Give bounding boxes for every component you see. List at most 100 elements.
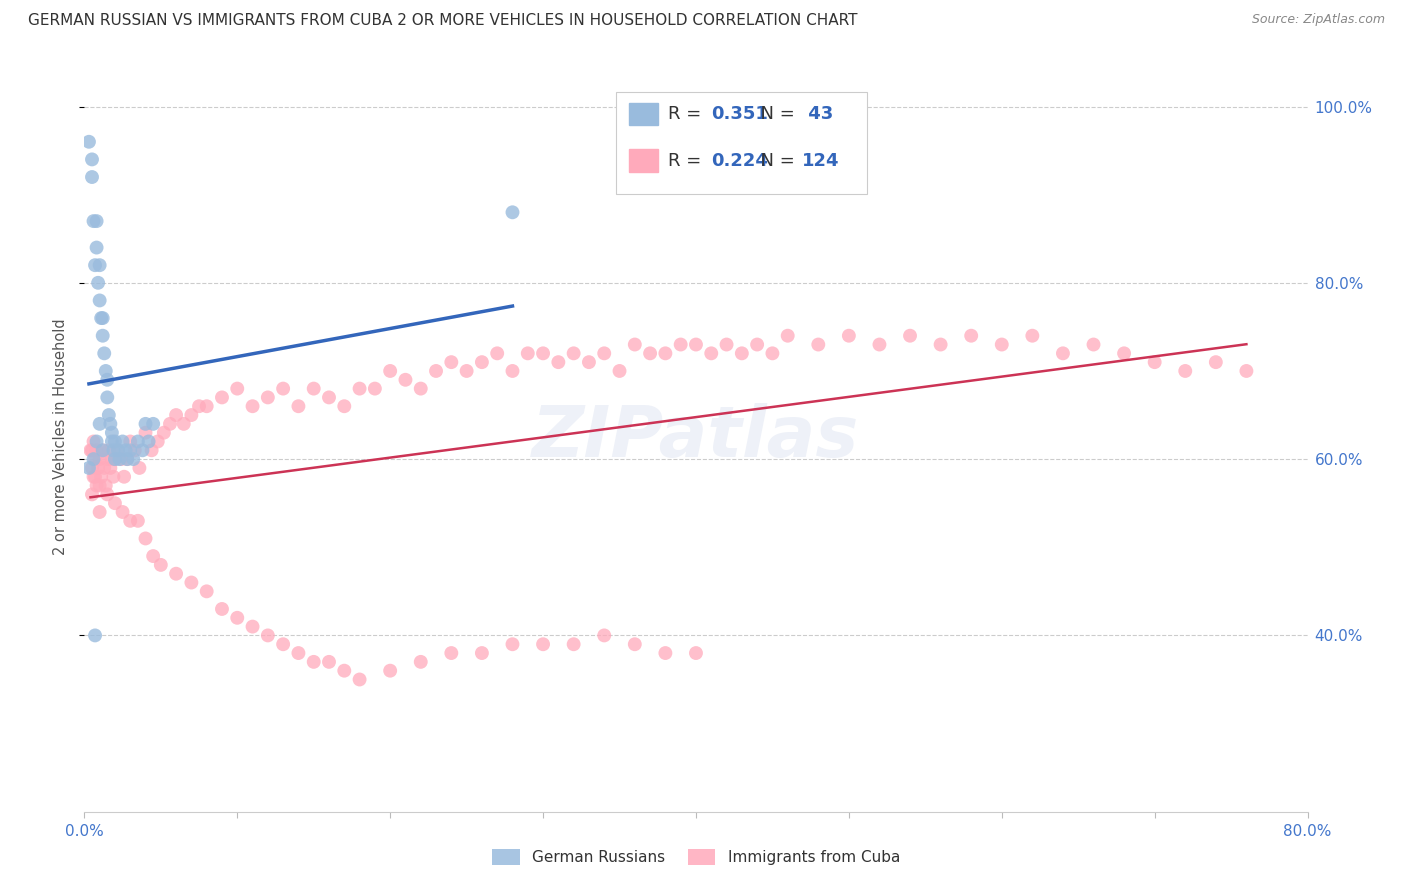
- Point: [226, 382, 249, 396]
- Point: [165, 408, 187, 422]
- Point: [471, 646, 494, 660]
- Point: [86, 214, 108, 228]
- Point: [98, 461, 121, 475]
- Point: [364, 382, 387, 396]
- Point: [86, 434, 108, 449]
- Point: [107, 443, 129, 458]
- Point: [89, 417, 111, 431]
- Point: [211, 391, 233, 405]
- Point: [502, 205, 524, 219]
- Point: [991, 337, 1014, 351]
- Point: [502, 364, 524, 378]
- Point: [776, 328, 799, 343]
- Point: [349, 673, 371, 687]
- Point: [77, 135, 100, 149]
- Point: [318, 655, 340, 669]
- Point: [84, 628, 107, 642]
- Point: [869, 337, 891, 351]
- Y-axis label: 2 or more Vehicles in Household: 2 or more Vehicles in Household: [53, 318, 69, 556]
- Point: [380, 664, 402, 678]
- Point: [112, 469, 135, 483]
- Point: [120, 443, 142, 458]
- Point: [96, 373, 118, 387]
- Point: [195, 584, 218, 599]
- Point: [562, 346, 585, 360]
- Point: [716, 337, 738, 351]
- Point: [287, 646, 309, 660]
- Point: [380, 364, 402, 378]
- Point: [104, 434, 127, 449]
- Point: [97, 408, 120, 422]
- Point: [104, 496, 127, 510]
- Point: [1052, 346, 1074, 360]
- Point: [456, 364, 478, 378]
- Point: [807, 337, 830, 351]
- Point: [747, 337, 769, 351]
- Point: [90, 469, 112, 483]
- Point: [101, 425, 124, 440]
- Point: [141, 443, 163, 458]
- Point: [101, 434, 124, 449]
- Point: [624, 637, 647, 651]
- Point: [114, 443, 136, 458]
- Point: [1205, 355, 1227, 369]
- Point: [211, 602, 233, 616]
- Point: [440, 355, 463, 369]
- Text: R =: R =: [668, 105, 707, 123]
- Legend: German Russians, Immigrants from Cuba: German Russians, Immigrants from Cuba: [486, 843, 905, 871]
- Point: [93, 346, 115, 360]
- Point: [516, 346, 538, 360]
- Point: [89, 293, 111, 308]
- Point: [531, 346, 554, 360]
- Point: [654, 646, 676, 660]
- Point: [287, 399, 309, 413]
- Point: [929, 337, 952, 351]
- Text: GERMAN RUSSIAN VS IMMIGRANTS FROM CUBA 2 OR MORE VEHICLES IN HOUSEHOLD CORRELATI: GERMAN RUSSIAN VS IMMIGRANTS FROM CUBA 2…: [28, 13, 858, 29]
- Point: [1114, 346, 1136, 360]
- Point: [97, 443, 120, 458]
- Point: [80, 153, 103, 167]
- Point: [83, 214, 105, 228]
- Point: [593, 628, 616, 642]
- Point: [142, 417, 165, 431]
- Point: [1143, 355, 1166, 369]
- Point: [188, 399, 211, 413]
- Point: [111, 505, 134, 519]
- Point: [124, 443, 146, 458]
- Point: [94, 478, 117, 492]
- Point: [318, 391, 340, 405]
- Point: [1021, 328, 1043, 343]
- Point: [93, 461, 115, 475]
- Point: [257, 628, 280, 642]
- Point: [761, 346, 783, 360]
- Text: N =: N =: [748, 105, 800, 123]
- Point: [638, 346, 661, 360]
- Point: [486, 346, 509, 360]
- Point: [86, 478, 108, 492]
- Point: [90, 311, 112, 326]
- Point: [101, 452, 124, 467]
- Point: [593, 346, 616, 360]
- Point: [195, 399, 218, 413]
- Point: [77, 461, 100, 475]
- Point: [302, 655, 325, 669]
- Point: [115, 452, 138, 467]
- Point: [107, 443, 129, 458]
- Point: [242, 619, 264, 633]
- Point: [257, 391, 280, 405]
- Point: [89, 452, 111, 467]
- Point: [84, 452, 107, 467]
- Point: [135, 417, 157, 431]
- Point: [173, 417, 195, 431]
- Text: 0.351: 0.351: [710, 105, 768, 123]
- Point: [91, 311, 114, 326]
- Bar: [628, 103, 658, 126]
- Point: [531, 637, 554, 651]
- Point: [86, 443, 108, 458]
- Point: [333, 399, 356, 413]
- Point: [120, 514, 142, 528]
- Point: [271, 382, 294, 396]
- Point: [242, 399, 264, 413]
- Point: [624, 337, 647, 351]
- Point: [685, 337, 707, 351]
